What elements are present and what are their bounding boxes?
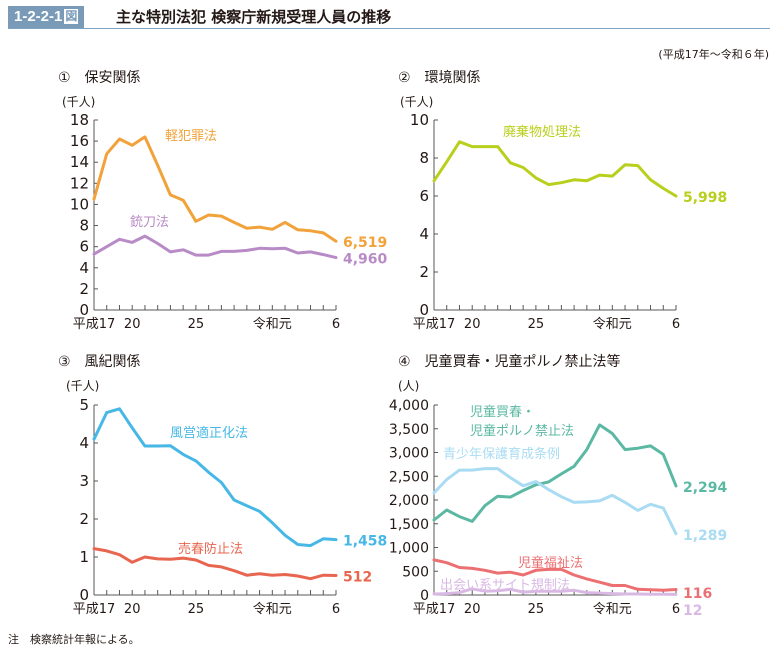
y-axis-unit-label: (千人) xyxy=(66,379,99,393)
x-tick-label: 20 xyxy=(464,602,481,617)
y-tick-label: 0 xyxy=(420,588,429,604)
series-line-2 xyxy=(92,547,338,581)
series-line-2 xyxy=(92,234,338,260)
y-tick-label: 1 xyxy=(79,548,89,566)
x-tick-label: 6 xyxy=(672,317,680,332)
y-tick-label: 2,000 xyxy=(389,493,429,509)
series-end-value-label: 512 xyxy=(343,570,372,586)
y-tick-label: 12 xyxy=(70,174,89,192)
x-tick-label: 25 xyxy=(528,602,545,617)
chart-title: ② 環境関係 xyxy=(398,70,481,86)
series-name-label: 売春防止法 xyxy=(178,541,243,557)
figure-suffix: 図 xyxy=(64,9,79,24)
x-tick-label: 20 xyxy=(124,602,141,617)
x-tick-label: 平成17 xyxy=(73,317,116,332)
series-line-1 xyxy=(432,423,678,523)
x-tick-label: 6 xyxy=(672,602,680,617)
y-tick-label: 6 xyxy=(419,187,429,205)
figure-number: 1-2-2-1 xyxy=(14,8,63,25)
series-name-label: 出会い系サイト規制法 xyxy=(440,578,570,593)
y-tick-label: 4 xyxy=(79,259,89,277)
series-line-3 xyxy=(432,558,678,592)
x-tick-label: 20 xyxy=(124,317,141,332)
series-end-value-label: 6,519 xyxy=(343,235,387,251)
series-end-value-label: 1,458 xyxy=(343,534,387,550)
y-tick-label: 14 xyxy=(70,153,89,171)
series-line-4 xyxy=(432,587,678,596)
series-line-1 xyxy=(92,135,338,243)
series-end-value-label: 116 xyxy=(683,586,712,602)
chart-panel-3: ③ 風紀関係 (千人) 0 1 2 3 4 5 平成17 20 25 令和元 6 風営適正化法 1,458 売… xyxy=(58,354,387,617)
y-tick-label: 4 xyxy=(419,225,429,243)
x-tick-label: 25 xyxy=(188,602,205,617)
y-tick-label: 3,000 xyxy=(389,446,429,462)
chart-title: ④ 児童買春・児童ポルノ禁止法等 xyxy=(398,353,621,370)
figure-title: 主な特別法犯 検察庁新規受理人員の推移 xyxy=(116,8,392,26)
series-line-1 xyxy=(432,140,678,198)
series-name-label: 風営適正化法 xyxy=(170,425,248,441)
y-tick-label: 2 xyxy=(79,510,89,528)
figure-header: 1-2-2-1 図 主な特別法犯 検察庁新規受理人員の推移 xyxy=(8,6,770,29)
x-tick-label: 25 xyxy=(528,317,545,332)
x-tick-label: 令和元 xyxy=(253,602,292,617)
x-tick-label: 平成17 xyxy=(73,602,116,617)
chart-panel-4: ④ 児童買春・児童ポルノ禁止法等 (人) 0 500 1,000 1,500 2,000 2,… xyxy=(389,353,728,619)
series-end-value-label: 12 xyxy=(683,603,702,619)
series-end-value-label: 5,998 xyxy=(683,190,727,206)
footnote: 注 検察統計年報による。 xyxy=(8,633,140,646)
y-tick-label: 8 xyxy=(79,217,89,235)
series-end-value-label: 2,294 xyxy=(683,480,728,496)
y-tick-label: 500 xyxy=(402,564,429,580)
chart-title: ③ 風紀関係 xyxy=(58,354,141,370)
period-note: (平成17年～令和６年) xyxy=(658,48,769,61)
x-tick-label: 20 xyxy=(464,317,481,332)
x-tick-label: 6 xyxy=(332,317,340,332)
y-tick-label: 1,500 xyxy=(389,517,429,533)
y-tick-label: 18 xyxy=(70,111,89,129)
x-tick-label: 平成17 xyxy=(413,317,456,332)
x-tick-label: 令和元 xyxy=(253,317,292,332)
figure-number-badge: 1-2-2-1 図 xyxy=(8,6,85,28)
x-tick-label: 令和元 xyxy=(593,317,632,332)
series-line-1 xyxy=(92,407,338,548)
y-tick-label: 8 xyxy=(419,149,429,167)
series-name-label: 青少年保護育成条例 xyxy=(443,446,560,462)
y-tick-label: 3,500 xyxy=(389,422,429,438)
y-tick-label: 2,500 xyxy=(389,469,429,485)
chart-title: ① 保安関係 xyxy=(58,70,141,86)
x-tick-label: 6 xyxy=(332,602,340,617)
series-name-label: 児童ポルノ禁止法 xyxy=(470,423,574,439)
y-axis-unit-label: (千人) xyxy=(400,95,433,109)
series-name-label: 児童福祉法 xyxy=(518,555,583,571)
series-name-label: 児童買春・ xyxy=(470,404,535,420)
series-end-value-label: 1,289 xyxy=(683,528,727,544)
chart-panel-1: ① 保安関係 (千人) 0 2 4 6 8 10 12 14 16 18 平成17 20 25 令和元 6 軽犯罪… xyxy=(58,70,388,332)
series-line-2 xyxy=(432,467,678,536)
y-tick-label: 0 xyxy=(79,301,89,319)
y-tick-label: 10 xyxy=(410,111,429,129)
y-tick-label: 10 xyxy=(70,195,89,213)
y-tick-label: 1,000 xyxy=(389,541,429,557)
y-tick-label: 2 xyxy=(79,280,89,298)
series-name-label: 軽犯罪法 xyxy=(165,129,217,144)
y-tick-label: 6 xyxy=(79,238,89,256)
series-end-value-label: 4,960 xyxy=(343,252,388,268)
chart-panel-2: ② 環境関係 (千人) 0 2 4 6 8 10 平成17 20 25 令和元 6 廃棄物処理法 5,998 xyxy=(398,70,727,332)
x-tick-label: 令和元 xyxy=(593,602,632,617)
x-tick-label: 25 xyxy=(188,317,205,332)
series-name-label: 銃刀法 xyxy=(130,215,169,230)
y-tick-label: 0 xyxy=(79,586,89,604)
y-axis-unit-label: (千人) xyxy=(62,95,95,109)
series-name-label: 廃棄物処理法 xyxy=(503,124,581,140)
y-tick-label: 16 xyxy=(70,132,89,150)
y-tick-label: 0 xyxy=(419,301,429,319)
x-tick-label: 平成17 xyxy=(413,602,456,617)
y-tick-label: 4 xyxy=(79,434,89,452)
y-tick-label: 2 xyxy=(419,263,429,281)
y-tick-label: 5 xyxy=(79,396,89,414)
y-axis-unit-label: (人) xyxy=(398,379,419,393)
y-tick-label: 3 xyxy=(79,472,89,490)
y-tick-label: 4,000 xyxy=(389,398,429,414)
